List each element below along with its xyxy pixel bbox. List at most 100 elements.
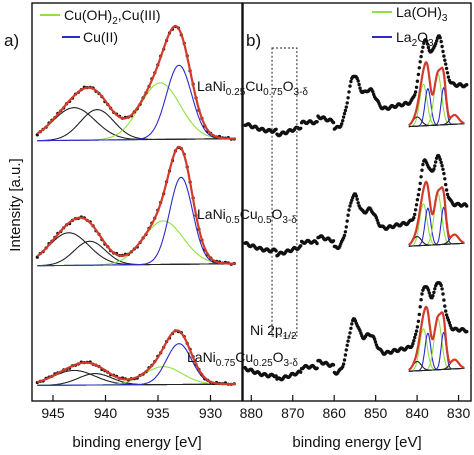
panel-b-point-0 bbox=[349, 79, 353, 84]
panel-b-point-1 bbox=[274, 249, 278, 253]
panel-b-point-1 bbox=[415, 198, 420, 202]
panel-b-point-1 bbox=[417, 187, 421, 192]
panel-b-point-0 bbox=[357, 82, 361, 87]
panel-b-point-0 bbox=[417, 66, 421, 70]
ni-2p-label: Ni 2p1/2 bbox=[250, 322, 297, 342]
panel-b-tick-label-850: 850 bbox=[364, 405, 388, 421]
panel-b-point-1 bbox=[421, 162, 425, 167]
panel-b-point-1 bbox=[349, 201, 353, 205]
panel-b-point-1 bbox=[413, 212, 417, 217]
panel-b-point-0 bbox=[341, 119, 345, 123]
panel-b-point-2 bbox=[443, 304, 447, 308]
panel-b-point-0 bbox=[438, 36, 442, 40]
panel-b-x-ticks: 880 870 860 850 840 830 bbox=[240, 395, 471, 421]
panel-b-point-1 bbox=[375, 218, 379, 222]
panel-b-tick-label-840: 840 bbox=[405, 405, 429, 421]
panel-b-fit-0 bbox=[408, 60, 465, 127]
panel-b-component-1-2 bbox=[408, 193, 465, 247]
panel-b-point-1 bbox=[438, 157, 442, 162]
panel-b-point-2 bbox=[426, 288, 431, 292]
panel-b-point-2 bbox=[465, 329, 469, 334]
panel-b-point-2 bbox=[347, 335, 351, 339]
panel-b-point-1 bbox=[356, 201, 360, 205]
panel-b-point-1 bbox=[348, 204, 352, 208]
panel-b-tick-label-870: 870 bbox=[281, 405, 305, 421]
panel-b-point-2 bbox=[417, 312, 421, 317]
panel-b-point-2 bbox=[331, 363, 336, 367]
panel-b-point-0 bbox=[413, 90, 418, 94]
panel-b-point-0 bbox=[414, 85, 419, 90]
panel-b-point-2 bbox=[415, 325, 420, 329]
panel-b-point-2 bbox=[315, 366, 319, 370]
panel-b-point-2 bbox=[341, 365, 345, 369]
panel-b-point-0 bbox=[347, 90, 351, 94]
panel-b-point-2 bbox=[413, 332, 418, 337]
panel-b-x-axis-label: binding energy [eV] bbox=[292, 434, 421, 451]
panel-b-point-1 bbox=[440, 164, 444, 168]
panel-b-tick-label-830: 830 bbox=[447, 405, 471, 421]
panel-b-point-0 bbox=[344, 105, 348, 109]
panel-a-fit-0 bbox=[36, 25, 236, 140]
panel-b-fit-2 bbox=[408, 305, 465, 371]
sample-label-1: LaNi0.25Cu0.75O3-δ bbox=[197, 78, 308, 98]
panel-b-point-1 bbox=[445, 192, 450, 197]
panel-b-point-0 bbox=[424, 39, 429, 43]
panel-b-frame bbox=[242, 2, 472, 402]
panel-b-point-2 bbox=[427, 291, 431, 295]
panel-b-point-0 bbox=[343, 108, 348, 113]
panel-b-point-1 bbox=[439, 160, 443, 165]
panel-a-component-1-2 bbox=[37, 220, 236, 267]
panel-a-plot bbox=[35, 24, 236, 386]
panel-b-point-0 bbox=[299, 126, 303, 130]
panel-b-point-0 bbox=[341, 115, 346, 119]
panel-b-point-0 bbox=[419, 54, 423, 59]
panel-a-component-0-1 bbox=[37, 109, 236, 142]
panel-b-point-1 bbox=[412, 216, 416, 220]
panel-b-point-1 bbox=[413, 208, 418, 212]
panel-b-point-2 bbox=[420, 292, 424, 296]
panel-b-point-2 bbox=[299, 370, 303, 374]
panel-a-frame bbox=[31, 2, 243, 402]
panel-b-point-2 bbox=[444, 313, 449, 317]
panel-b-tick-label-860: 860 bbox=[323, 405, 347, 421]
panel-a-component-2-3 bbox=[37, 343, 236, 386]
panel-b-point-1 bbox=[434, 160, 438, 164]
panel-b-point-1 bbox=[344, 225, 348, 229]
panel-b-point-0 bbox=[358, 86, 362, 90]
panel-b-point-2 bbox=[346, 339, 350, 343]
panel-b-point-0 bbox=[315, 120, 319, 124]
y-axis-label: Intensity [a.u.] bbox=[7, 158, 24, 251]
panel-b-point-1 bbox=[414, 203, 419, 207]
panel-a-legend: Cu(OH)2,Cu(III) Cu(II) bbox=[40, 7, 161, 45]
panel-a-x-ticks: 945 940 935 930 bbox=[41, 395, 222, 421]
panel-b-point-1 bbox=[465, 204, 469, 208]
panel-b-point-0 bbox=[345, 101, 349, 105]
panel-a-component-0-3 bbox=[37, 64, 236, 142]
legend-label-la-oh: La(OH)3 bbox=[396, 4, 448, 24]
panel-b-point-0 bbox=[416, 72, 421, 77]
ni-2p-highlight-box bbox=[271, 47, 298, 337]
panel-b-point-2 bbox=[439, 283, 443, 288]
panel-b-point-0 bbox=[342, 111, 347, 116]
panel-b-point-1 bbox=[346, 213, 350, 217]
panel-b-point-0 bbox=[422, 41, 426, 45]
panel-b-point-2 bbox=[431, 294, 435, 298]
panel-b-point-2 bbox=[418, 305, 422, 309]
panel-b-plot bbox=[243, 34, 469, 382]
panel-b-point-0 bbox=[439, 39, 443, 44]
panel-b-point-0 bbox=[331, 120, 336, 125]
panel-b-point-0 bbox=[420, 50, 424, 54]
panel-a-tick-label-945: 945 bbox=[41, 405, 65, 421]
panel-a-fit-1 bbox=[36, 145, 236, 265]
panel-a-tick-label-930: 930 bbox=[199, 405, 223, 421]
panel-b-point-1 bbox=[433, 164, 437, 168]
panel-b-point-2 bbox=[345, 343, 349, 347]
panel-b-point-1 bbox=[299, 244, 303, 248]
panel-b-point-2 bbox=[344, 348, 348, 352]
panel-b-point-2 bbox=[411, 342, 415, 346]
panel-b-point-2 bbox=[343, 353, 348, 357]
panel-b-point-0 bbox=[425, 42, 430, 46]
panel-b-tick-label-880: 880 bbox=[240, 405, 264, 421]
panel-a-label: a) bbox=[4, 31, 19, 50]
